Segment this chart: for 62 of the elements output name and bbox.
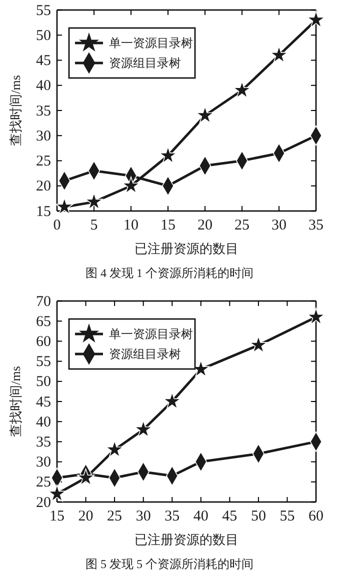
x-tick-label: 45 <box>222 508 238 525</box>
x-axis-title: 已注册资源的数目 <box>134 532 238 547</box>
y-axis-title: 查找时间/ms <box>8 75 23 146</box>
x-tick-label: 35 <box>164 508 180 525</box>
y-tick-label: 20 <box>36 178 51 195</box>
legend-label: 资源组目录树 <box>109 347 181 361</box>
x-tick-label: 40 <box>193 508 208 525</box>
x-tick-label: 50 <box>250 508 266 525</box>
x-tick-label: 55 <box>280 508 295 525</box>
y-tick-label: 60 <box>36 334 51 350</box>
x-tick-label: 10 <box>124 218 138 234</box>
point <box>163 392 182 410</box>
y-tick-label: 25 <box>36 474 51 491</box>
caption: 图 5 发现 5 个资源所消耗的时间 <box>86 557 254 571</box>
point <box>307 308 325 325</box>
y-tick-label: 45 <box>36 53 51 70</box>
y-tick-label: 35 <box>36 434 51 450</box>
point <box>233 81 251 98</box>
y-tick-label: 55 <box>36 2 51 19</box>
point <box>270 46 288 63</box>
y-tick-label: 40 <box>36 414 51 430</box>
x-tick-label: 0 <box>53 218 61 234</box>
legend-label: 单一资源目录树 <box>109 327 193 341</box>
y-tick-label: 15 <box>36 204 51 220</box>
x-tick-label: 15 <box>160 218 176 234</box>
x-tick-label: 35 <box>308 218 324 234</box>
x-tick-label: 30 <box>136 508 151 525</box>
y-tick-label: 20 <box>36 494 51 511</box>
legend-label: 资源组目录树 <box>109 56 181 70</box>
y-tick-label: 45 <box>36 394 51 410</box>
caption: 图 4 发现 1 个资源所消耗的时间 <box>86 266 254 280</box>
y-tick-label: 30 <box>36 454 51 471</box>
point <box>55 198 74 215</box>
x-tick-label: 20 <box>198 218 212 234</box>
y-tick-label: 70 <box>36 294 51 310</box>
point <box>85 192 103 210</box>
point <box>159 146 177 164</box>
point <box>134 420 152 438</box>
point <box>307 10 325 28</box>
y-tick-label: 55 <box>36 354 51 370</box>
y-tick-label: 25 <box>36 154 51 170</box>
x-tick-label: 5 <box>90 218 98 234</box>
point <box>106 440 124 458</box>
point <box>250 336 268 353</box>
x-axis-title: 已注册资源的数目 <box>134 241 238 256</box>
legend-label: 单一资源目录树 <box>109 36 193 50</box>
x-tick-label: 20 <box>78 508 94 525</box>
y-axis-title: 查找时间/ms <box>8 366 23 437</box>
y-tick-label: 50 <box>36 28 51 44</box>
point <box>196 106 214 124</box>
y-tick-label: 35 <box>36 103 51 120</box>
y-tick-label: 40 <box>36 78 51 94</box>
point <box>76 468 95 486</box>
x-tick-label: 60 <box>308 508 324 525</box>
x-tick-label: 15 <box>50 508 64 525</box>
y-tick-label: 65 <box>36 314 51 330</box>
y-tick-label: 30 <box>36 128 51 144</box>
x-tick-label: 30 <box>272 218 286 234</box>
x-tick-label: 25 <box>234 218 250 234</box>
point <box>122 176 140 194</box>
y-tick-label: 50 <box>36 374 51 390</box>
x-tick-label: 25 <box>107 508 122 525</box>
